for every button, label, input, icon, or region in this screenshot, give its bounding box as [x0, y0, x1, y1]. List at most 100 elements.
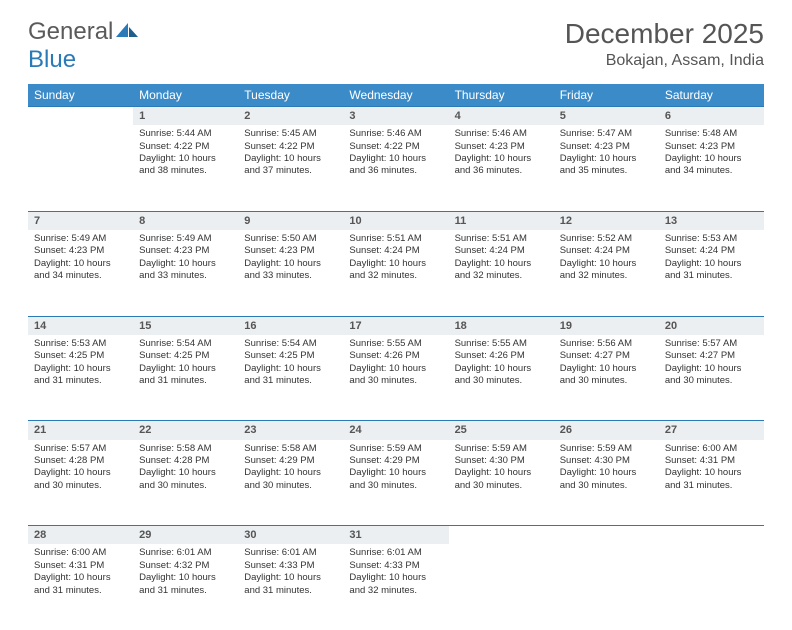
weekday-header: Thursday: [449, 84, 554, 107]
day-content-row: Sunrise: 5:49 AMSunset: 4:23 PMDaylight:…: [28, 230, 764, 316]
sunrise-text: Sunrise: 6:01 AM: [244, 547, 337, 559]
day-number-cell: 1: [133, 107, 238, 126]
sunrise-text: Sunrise: 5:54 AM: [139, 338, 232, 350]
daylight-text: and 31 minutes.: [34, 585, 127, 597]
day-number-cell: 18: [449, 316, 554, 335]
day-number-cell: 6: [659, 107, 764, 126]
sunset-text: Sunset: 4:22 PM: [139, 141, 232, 153]
daylight-text: Daylight: 10 hours: [139, 153, 232, 165]
day-number-cell: 5: [554, 107, 659, 126]
day-number-cell: 14: [28, 316, 133, 335]
day-content-cell: Sunrise: 5:58 AMSunset: 4:28 PMDaylight:…: [133, 440, 238, 526]
sunrise-text: Sunrise: 5:53 AM: [665, 233, 758, 245]
weekday-header: Saturday: [659, 84, 764, 107]
day-number-cell: 11: [449, 211, 554, 230]
daylight-text: Daylight: 10 hours: [139, 572, 232, 584]
day-number-cell: 23: [238, 421, 343, 440]
sunrise-text: Sunrise: 5:48 AM: [665, 128, 758, 140]
day-content-cell: Sunrise: 5:57 AMSunset: 4:28 PMDaylight:…: [28, 440, 133, 526]
sunset-text: Sunset: 4:26 PM: [455, 350, 548, 362]
sunrise-text: Sunrise: 5:57 AM: [665, 338, 758, 350]
sunrise-text: Sunrise: 6:01 AM: [349, 547, 442, 559]
daylight-text: Daylight: 10 hours: [244, 153, 337, 165]
daylight-text: and 35 minutes.: [560, 165, 653, 177]
day-content-row: Sunrise: 5:57 AMSunset: 4:28 PMDaylight:…: [28, 440, 764, 526]
sunset-text: Sunset: 4:23 PM: [560, 141, 653, 153]
daylight-text: and 30 minutes.: [349, 375, 442, 387]
daylight-text: Daylight: 10 hours: [349, 258, 442, 270]
day-number-cell: 17: [343, 316, 448, 335]
sunset-text: Sunset: 4:28 PM: [34, 455, 127, 467]
sunrise-text: Sunrise: 5:45 AM: [244, 128, 337, 140]
daylight-text: and 32 minutes.: [455, 270, 548, 282]
daylight-text: and 31 minutes.: [139, 585, 232, 597]
sunrise-text: Sunrise: 5:51 AM: [455, 233, 548, 245]
daylight-text: and 31 minutes.: [244, 585, 337, 597]
day-content-row: Sunrise: 5:44 AMSunset: 4:22 PMDaylight:…: [28, 125, 764, 211]
sunrise-text: Sunrise: 5:55 AM: [349, 338, 442, 350]
daylight-text: and 30 minutes.: [455, 375, 548, 387]
daylight-text: Daylight: 10 hours: [560, 467, 653, 479]
day-content-cell: Sunrise: 5:44 AMSunset: 4:22 PMDaylight:…: [133, 125, 238, 211]
location: Bokajan, Assam, India: [565, 52, 764, 70]
sunrise-text: Sunrise: 6:01 AM: [139, 547, 232, 559]
day-number-cell: 19: [554, 316, 659, 335]
day-number-cell: 13: [659, 211, 764, 230]
day-number-cell: 16: [238, 316, 343, 335]
day-content-cell: [659, 544, 764, 630]
daylight-text: Daylight: 10 hours: [349, 467, 442, 479]
day-content-row: Sunrise: 6:00 AMSunset: 4:31 PMDaylight:…: [28, 544, 764, 630]
day-content-cell: Sunrise: 6:01 AMSunset: 4:33 PMDaylight:…: [343, 544, 448, 630]
weekday-header-row: SundayMondayTuesdayWednesdayThursdayFrid…: [28, 84, 764, 107]
daylight-text: and 30 minutes.: [665, 375, 758, 387]
day-content-cell: Sunrise: 5:53 AMSunset: 4:25 PMDaylight:…: [28, 335, 133, 421]
day-content-cell: Sunrise: 5:49 AMSunset: 4:23 PMDaylight:…: [133, 230, 238, 316]
daylight-text: Daylight: 10 hours: [34, 467, 127, 479]
day-number-cell: 22: [133, 421, 238, 440]
day-content-cell: Sunrise: 5:55 AMSunset: 4:26 PMDaylight:…: [343, 335, 448, 421]
daylight-text: and 31 minutes.: [665, 480, 758, 492]
sunrise-text: Sunrise: 5:59 AM: [349, 443, 442, 455]
sunset-text: Sunset: 4:29 PM: [349, 455, 442, 467]
sunrise-text: Sunrise: 5:54 AM: [244, 338, 337, 350]
daylight-text: Daylight: 10 hours: [349, 363, 442, 375]
sunset-text: Sunset: 4:27 PM: [560, 350, 653, 362]
day-number-row: 28293031: [28, 526, 764, 545]
daylight-text: Daylight: 10 hours: [349, 153, 442, 165]
day-content-cell: Sunrise: 6:01 AMSunset: 4:33 PMDaylight:…: [238, 544, 343, 630]
daylight-text: and 32 minutes.: [560, 270, 653, 282]
day-content-cell: Sunrise: 6:01 AMSunset: 4:32 PMDaylight:…: [133, 544, 238, 630]
day-content-cell: Sunrise: 5:45 AMSunset: 4:22 PMDaylight:…: [238, 125, 343, 211]
daylight-text: Daylight: 10 hours: [560, 153, 653, 165]
day-number-cell: 26: [554, 421, 659, 440]
sunset-text: Sunset: 4:30 PM: [560, 455, 653, 467]
day-content-cell: Sunrise: 5:59 AMSunset: 4:30 PMDaylight:…: [449, 440, 554, 526]
day-number-row: 14151617181920: [28, 316, 764, 335]
daylight-text: and 34 minutes.: [34, 270, 127, 282]
sunset-text: Sunset: 4:24 PM: [455, 245, 548, 257]
logo-text-1: General: [28, 18, 113, 46]
day-content-cell: Sunrise: 5:48 AMSunset: 4:23 PMDaylight:…: [659, 125, 764, 211]
daylight-text: Daylight: 10 hours: [665, 258, 758, 270]
day-content-cell: Sunrise: 5:51 AMSunset: 4:24 PMDaylight:…: [449, 230, 554, 316]
day-content-row: Sunrise: 5:53 AMSunset: 4:25 PMDaylight:…: [28, 335, 764, 421]
daylight-text: Daylight: 10 hours: [349, 572, 442, 584]
day-content-cell: Sunrise: 5:54 AMSunset: 4:25 PMDaylight:…: [238, 335, 343, 421]
day-number-cell: 2: [238, 107, 343, 126]
sunrise-text: Sunrise: 5:46 AM: [455, 128, 548, 140]
day-content-cell: [449, 544, 554, 630]
sunrise-text: Sunrise: 5:51 AM: [349, 233, 442, 245]
daylight-text: Daylight: 10 hours: [455, 467, 548, 479]
day-content-cell: Sunrise: 5:57 AMSunset: 4:27 PMDaylight:…: [659, 335, 764, 421]
sunrise-text: Sunrise: 5:49 AM: [34, 233, 127, 245]
month-title: December 2025: [565, 18, 764, 50]
daylight-text: Daylight: 10 hours: [244, 467, 337, 479]
sunset-text: Sunset: 4:25 PM: [244, 350, 337, 362]
sunrise-text: Sunrise: 5:52 AM: [560, 233, 653, 245]
logo-text-2: Blue: [28, 46, 76, 74]
sunrise-text: Sunrise: 5:49 AM: [139, 233, 232, 245]
logo: General: [28, 18, 138, 46]
daylight-text: and 30 minutes.: [455, 480, 548, 492]
sunset-text: Sunset: 4:23 PM: [34, 245, 127, 257]
sunrise-text: Sunrise: 5:46 AM: [349, 128, 442, 140]
